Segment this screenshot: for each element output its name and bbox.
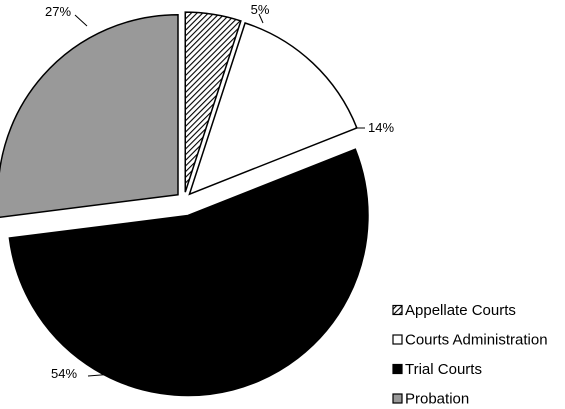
slice-labels: 5% 14% 54% 27%: [45, 2, 394, 381]
pie-slice-trial-courts: [8, 148, 369, 397]
legend-swatch-courts-administration: [392, 334, 403, 345]
legend-label-appellate-courts: Appellate Courts: [405, 302, 516, 319]
pie-slices: [0, 11, 369, 397]
leader-line-probation: [74, 14, 88, 27]
data-label-probation: 27%: [45, 4, 71, 19]
legend-label-courts-administration: Courts Administration: [405, 332, 548, 349]
data-label-courts-administration: 14%: [368, 120, 394, 135]
legend-swatch-appellate-courts: [392, 304, 403, 316]
legend-label-trial-courts: Trial Courts: [405, 361, 482, 378]
legend-item-probation: Probation: [392, 391, 469, 408]
data-label-appellate-courts: 5%: [251, 2, 270, 17]
legend: Appellate Courts Courts Administration Tri…: [392, 302, 548, 408]
legend-swatch-probation: [392, 393, 403, 404]
pie-slice-courts-administration: [188, 22, 358, 196]
leader-line-appellate-courts: [258, 13, 264, 24]
legend-swatch-trial-courts: [392, 363, 403, 375]
legend-item-trial-courts: Trial Courts: [392, 361, 482, 378]
leader-line-trial-courts: [87, 371, 141, 377]
pie-slice-probation: [0, 13, 179, 218]
legend-item-courts-administration: Courts Administration: [392, 332, 548, 349]
pie-slice-appellate-courts: [184, 11, 242, 193]
legend-label-probation: Probation: [405, 391, 469, 408]
data-label-trial-courts: 54%: [51, 366, 77, 381]
leader-lines: [74, 13, 365, 377]
legend-item-appellate-courts: Appellate Courts: [392, 302, 516, 319]
